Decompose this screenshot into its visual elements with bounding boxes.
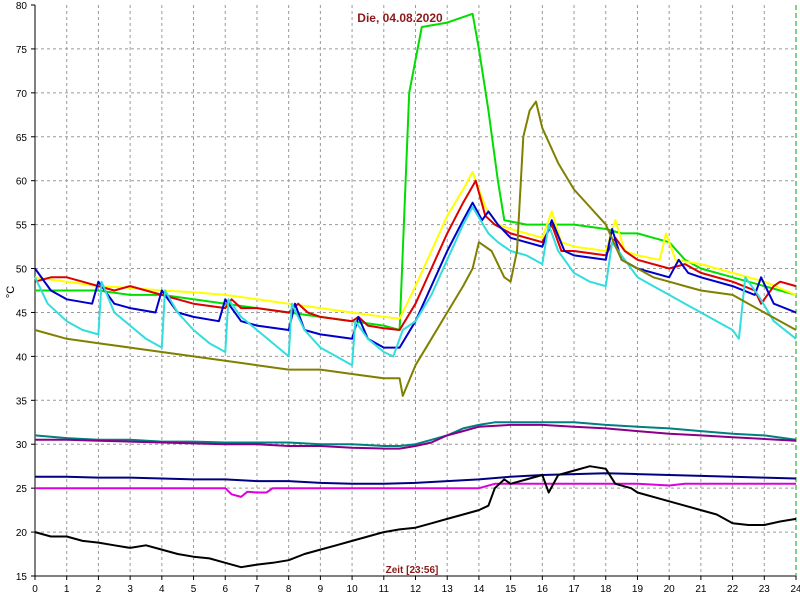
y-tick-label: 15 [16,572,28,583]
x-tick-label: 16 [537,584,549,595]
x-tick-label: 6 [222,584,228,595]
x-tick-label: 8 [286,584,292,595]
y-tick-label: 55 [16,221,28,232]
series-line-11 [34,465,797,569]
x-tick-label: 18 [600,584,612,595]
x-tick-label: 1 [64,584,70,595]
series-line-5 [34,206,797,367]
y-tick-label: 35 [16,396,28,407]
series-line-9 [35,472,797,485]
series-line-10 [35,482,796,498]
x-axis-label: Zeit [23:56] [386,565,439,576]
series-line-1 [35,12,797,331]
x-tick-label: 5 [191,584,197,595]
x-tick-label: 2 [96,584,102,595]
y-tick-label: 80 [16,1,28,12]
chart-title: Die, 04.08.2020 [357,11,443,25]
series-lines [34,12,797,569]
x-tick-label: 17 [568,584,580,595]
x-tick-label: 11 [379,584,390,595]
series-line-3 [34,179,797,331]
y-tick-label: 30 [16,440,28,451]
tick-labels: 0 1 2 3 4 5 6 7 8 9 10 11 12 13 14 15 16 17 18 19 20 21 22 23 24… [16,1,800,595]
x-tick-label: 0 [32,584,38,595]
y-tick-label: 75 [16,45,28,56]
y-tick-label: 60 [16,177,28,188]
x-tick-label: 7 [254,584,260,595]
x-tick-label: 23 [759,584,771,595]
series-line-7 [34,421,797,447]
x-tick-label: 14 [473,584,485,595]
series-line-6 [34,100,797,397]
x-tick-label: 3 [127,584,133,595]
x-tick-label: 22 [727,584,739,595]
x-tick-label: 19 [632,584,644,595]
y-tick-label: 65 [16,133,28,144]
y-tick-label: 50 [16,265,28,276]
y-tick-label: 40 [16,352,28,363]
x-tick-label: 20 [664,584,676,595]
x-tick-label: 4 [159,584,165,595]
y-tick-label: 70 [16,89,28,100]
x-tick-label: 12 [410,584,422,595]
y-tick-label: 45 [16,308,28,319]
x-tick-label: 15 [505,584,517,595]
x-tick-label: 21 [695,584,707,595]
x-tick-label: 10 [347,584,359,595]
x-tick-label: 13 [442,584,454,595]
x-tick-label: 24 [790,584,800,595]
y-axis-label: °C [5,286,17,298]
y-tick-label: 25 [16,484,28,495]
y-tick-label: 20 [16,528,28,539]
x-tick-label: 9 [318,584,324,595]
series-line-8 [35,423,797,450]
